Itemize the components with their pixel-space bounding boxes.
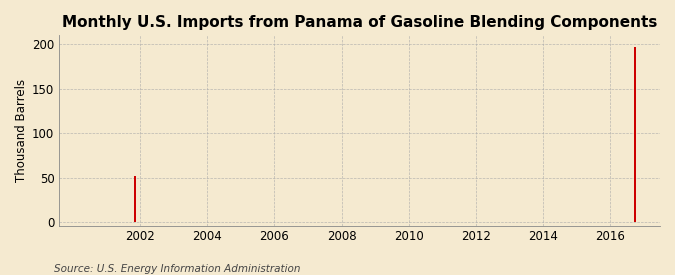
Bar <box>634 47 636 222</box>
Bar <box>134 176 136 222</box>
Text: Source: U.S. Energy Information Administration: Source: U.S. Energy Information Administ… <box>54 264 300 274</box>
Y-axis label: Thousand Barrels: Thousand Barrels <box>15 79 28 182</box>
Title: Monthly U.S. Imports from Panama of Gasoline Blending Components: Monthly U.S. Imports from Panama of Gaso… <box>62 15 657 30</box>
